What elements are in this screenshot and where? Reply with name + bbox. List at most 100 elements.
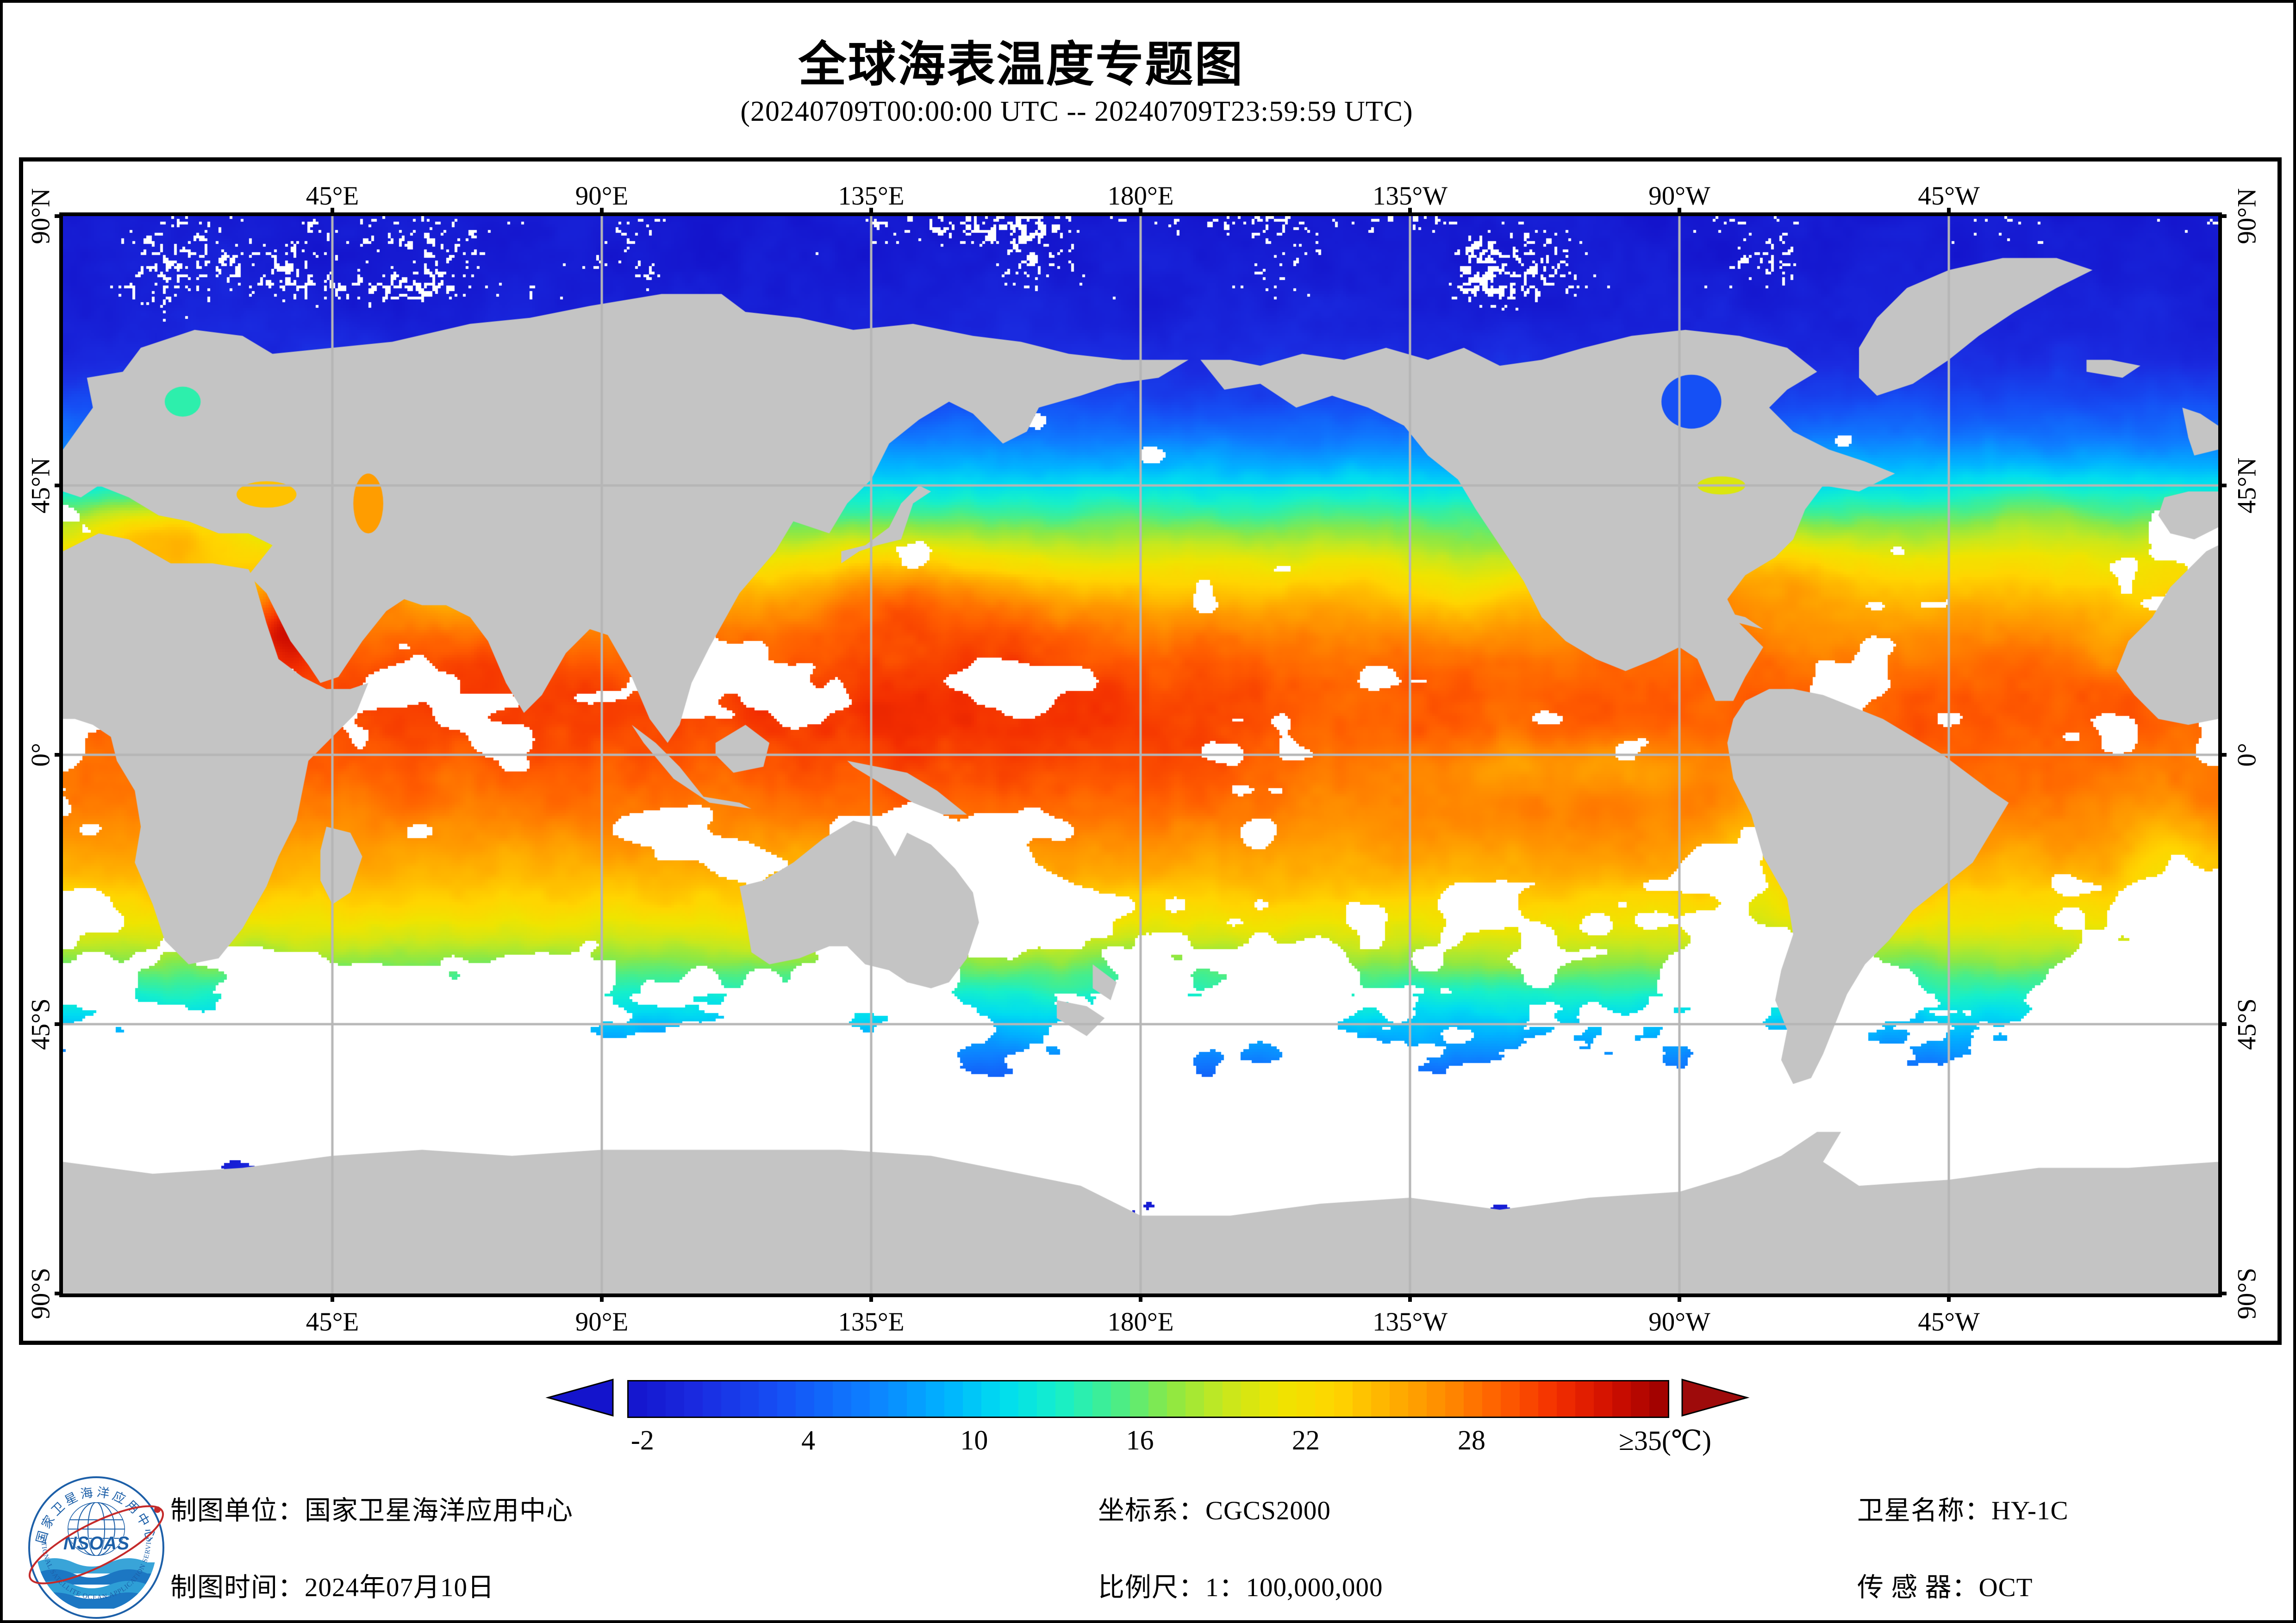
left-axis-label: 45°N	[26, 457, 56, 514]
top-axis-label: 90°W	[1648, 181, 1710, 211]
colorbar-segment	[703, 1381, 722, 1417]
bottom-axis-tick	[331, 1296, 334, 1302]
bottom-axis-tick	[869, 1296, 873, 1302]
left-axis-label: 0°	[26, 743, 56, 767]
colorbar-segment	[1223, 1381, 1242, 1417]
left-axis-tick	[55, 753, 60, 757]
colorbar-segment	[851, 1381, 870, 1417]
colorbar-tick-label: 4	[801, 1425, 816, 1455]
right-axis-label: 45°S	[2232, 998, 2262, 1050]
colorbar-segment	[1334, 1381, 1353, 1417]
colorbar-segment	[1278, 1381, 1297, 1417]
bottom-axis-tick	[1947, 1296, 1951, 1302]
colorbar-segment	[1445, 1381, 1464, 1417]
colorbar-segment	[870, 1381, 889, 1417]
colorbar-segment	[1074, 1381, 1093, 1417]
colorbar-segment	[907, 1381, 926, 1417]
bottom-axis-tick	[1139, 1296, 1142, 1302]
colorbar-segment	[1297, 1381, 1316, 1417]
colorbar-segment	[666, 1381, 685, 1417]
colorbar-segment	[944, 1381, 963, 1417]
top-axis-tick	[1139, 208, 1142, 213]
colorbar-segment	[1241, 1381, 1260, 1417]
colorbar-segment	[684, 1381, 703, 1417]
logo-satellite-dot	[154, 1506, 161, 1513]
colorbar-segment	[629, 1381, 648, 1417]
colorbar-segment	[1315, 1381, 1334, 1417]
left-axis-tick	[55, 484, 60, 487]
footer-coordinate-system: 坐标系：CGCS2000	[1098, 1496, 1331, 1525]
colorbar-segment	[999, 1381, 1018, 1417]
right-axis-label: 90°S	[2232, 1268, 2262, 1319]
footer-mapping-unit: 制图单位：国家卫星海洋应用中心	[170, 1496, 573, 1525]
right-axis-tick	[2221, 484, 2227, 487]
colorbar-tick-label: 16	[1126, 1425, 1154, 1455]
colorbar-segment	[1408, 1381, 1427, 1417]
colorbar-tick-label: 10	[960, 1425, 988, 1455]
bottom-axis-label: 180°E	[1107, 1307, 1174, 1337]
colorbar-segment	[1649, 1381, 1668, 1417]
colorbar-segment	[1519, 1381, 1538, 1417]
time-range-subtitle: (20240709T00:00:00 UTC -- 20240709T23:59…	[740, 96, 1413, 127]
colorbar-segment	[1260, 1381, 1279, 1417]
colorbar-segment	[740, 1381, 759, 1417]
colorbar-segment	[1427, 1381, 1446, 1417]
right-axis-tick	[2221, 1292, 2227, 1295]
colorbar-left-arrow-icon	[545, 1379, 614, 1417]
bottom-axis-tick	[1678, 1296, 1681, 1302]
bottom-axis-tick	[1408, 1296, 1412, 1302]
colorbar-segment	[814, 1381, 833, 1417]
colorbar-tick-label: 28	[1458, 1425, 1486, 1455]
page-title: 全球海表温度专题图	[798, 38, 1244, 92]
colorbar-segment	[888, 1381, 907, 1417]
colorbar-segment	[925, 1381, 944, 1417]
top-axis-label: 135°W	[1372, 181, 1448, 211]
colorbar-right-arrow-icon	[1681, 1379, 1750, 1417]
logo-abbr: NSOAS	[63, 1533, 130, 1554]
bottom-axis-label: 135°W	[1372, 1307, 1448, 1337]
colorbar-segment	[1501, 1381, 1520, 1417]
colorbar-segment	[1631, 1381, 1650, 1417]
colorbar-segment	[1129, 1381, 1148, 1417]
top-axis-tick	[1678, 208, 1681, 213]
right-axis-label: 90°N	[2232, 188, 2262, 244]
right-axis-tick	[2221, 1022, 2227, 1026]
colorbar	[627, 1380, 1669, 1418]
right-axis-label: 45°N	[2232, 457, 2262, 514]
top-axis-tick	[331, 208, 334, 213]
colorbar-segment	[1037, 1381, 1056, 1417]
colorbar-segment	[1018, 1381, 1037, 1417]
colorbar-segment	[1538, 1381, 1557, 1417]
top-axis-label: 90°E	[575, 181, 629, 211]
colorbar-segment	[647, 1381, 666, 1417]
top-axis-tick	[1947, 208, 1951, 213]
colorbar-segment	[1148, 1381, 1167, 1417]
left-axis-tick	[55, 214, 60, 218]
right-axis-tick	[2221, 214, 2227, 218]
footer-sensor: 传 感 器：OCT	[1857, 1573, 2033, 1602]
top-axis-tick	[600, 208, 604, 213]
colorbar-segment	[1612, 1381, 1631, 1417]
colorbar-max-label: ≥35(℃)	[1618, 1425, 1712, 1456]
colorbar-segment	[1092, 1381, 1111, 1417]
colorbar-segment	[758, 1381, 777, 1417]
top-axis-label: 45°W	[1918, 181, 1980, 211]
map-frame	[59, 212, 2222, 1297]
colorbar-segment	[1055, 1381, 1074, 1417]
colorbar-segment	[1111, 1381, 1130, 1417]
colorbar-tick-label: -2	[630, 1425, 654, 1455]
left-axis-tick	[55, 1022, 60, 1026]
colorbar-segment	[1464, 1381, 1483, 1417]
sst-map-canvas	[63, 216, 2218, 1293]
colorbar-segment	[1167, 1381, 1185, 1417]
footer-mapping-time: 制图时间：2024年07月10日	[170, 1573, 494, 1602]
colorbar-tick-label: 22	[1292, 1425, 1320, 1455]
top-axis-tick	[869, 208, 873, 213]
left-axis-label: 90°N	[26, 188, 56, 244]
top-axis-tick	[1408, 208, 1412, 213]
colorbar-segment	[962, 1381, 981, 1417]
map-outer-frame	[19, 157, 2282, 1345]
colorbar-segment	[777, 1381, 796, 1417]
colorbar-segment	[721, 1381, 740, 1417]
